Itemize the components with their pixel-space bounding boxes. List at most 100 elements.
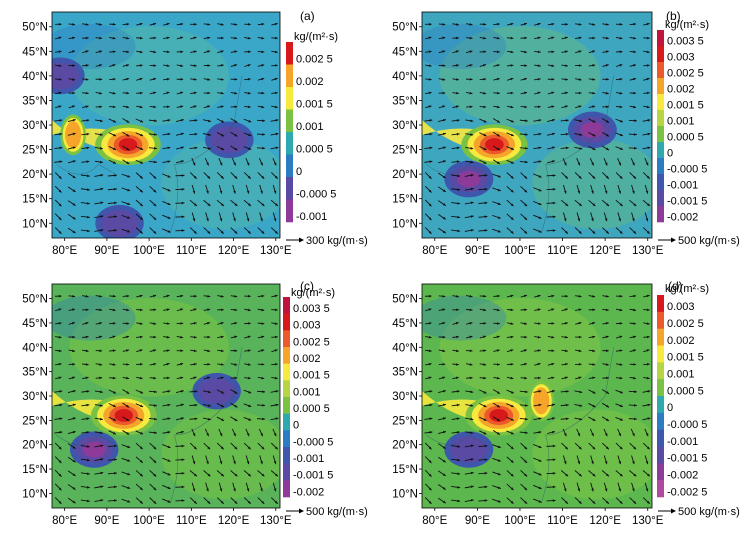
wind-arrow	[615, 497, 623, 505]
wind-arrow	[203, 227, 211, 235]
wind-arrow	[54, 456, 62, 464]
wind-arrow	[190, 105, 197, 109]
wind-arrow	[256, 133, 266, 136]
wind-arrow	[479, 308, 487, 312]
colorbar-swatch	[286, 132, 293, 155]
colorbar-unit: kg/(m²·s)	[294, 31, 338, 43]
wind-arrow	[575, 23, 582, 26]
colorbar-label: 0.000 5	[293, 403, 330, 415]
wind-arrow	[629, 22, 637, 26]
wind-arrow	[546, 499, 556, 502]
wind-arrow	[95, 335, 103, 339]
wind-arrow	[425, 335, 432, 339]
wind-arrow	[425, 36, 432, 40]
wind-arrow	[108, 389, 117, 394]
wind-arrow	[121, 444, 131, 449]
wind-arrow	[506, 294, 514, 298]
wind-arrow	[642, 119, 651, 122]
colorbar-label: -0.000 5	[296, 188, 336, 200]
wind-arrow	[615, 417, 624, 421]
wind-arrow	[576, 428, 581, 437]
wind-arrow	[136, 363, 143, 366]
wind-arrow	[55, 362, 62, 366]
wind-arrow	[136, 105, 143, 109]
wind-arrow	[534, 91, 541, 95]
wind-arrow	[121, 471, 131, 476]
wind-arrow	[107, 458, 117, 461]
wind-arrow	[135, 483, 144, 491]
y-tick-label: 45°N	[392, 46, 418, 58]
colorbar-label: 0.002	[667, 83, 695, 95]
wind-arrow	[452, 50, 459, 54]
wind-arrow	[190, 335, 197, 339]
wind-arrow	[190, 36, 197, 40]
wind-arrow	[216, 118, 225, 123]
wind-arrow	[575, 308, 582, 311]
wind-arrow	[80, 445, 90, 448]
wind-arrow	[533, 228, 542, 233]
wind-arrow	[438, 200, 447, 207]
wind-arrow	[547, 64, 555, 67]
wind-arrow	[109, 322, 116, 325]
wind-arrow	[506, 132, 515, 137]
wind-arrow	[464, 215, 474, 219]
wind-arrow	[506, 403, 515, 408]
wind-arrow	[520, 322, 528, 325]
wind-arrow	[230, 294, 238, 298]
wind-arrow	[603, 482, 608, 492]
wind-arrow	[162, 431, 171, 434]
x-tick-label: 80°E	[422, 515, 447, 527]
wind-arrow	[438, 50, 446, 54]
wind-arrow	[80, 174, 90, 178]
wind-arrow	[68, 335, 76, 339]
y-tick-label: 25°N	[392, 415, 418, 427]
wind-arrow	[629, 308, 637, 312]
wind-arrow	[54, 497, 62, 505]
wind-arrow	[175, 187, 185, 191]
wind-arrow	[628, 146, 637, 150]
wind-arrow	[121, 187, 131, 192]
wind-arrow	[149, 362, 157, 366]
wind-arrow	[94, 160, 103, 164]
wind-arrow	[55, 376, 62, 380]
wind-arrow	[465, 404, 474, 407]
y-tick-label: 40°N	[22, 342, 48, 354]
x-tick-label: 100°E	[133, 245, 165, 257]
colorbar-label: 0.002 5	[667, 67, 704, 79]
wind-arrow	[54, 483, 62, 491]
wind-arrow	[122, 50, 130, 54]
wind-arrow	[561, 36, 568, 40]
map-panel-c: 10°N 15°N 20°N 25°N 30°N 35°N 40°N 45°N 50°N 80°E…	[22, 279, 367, 527]
wind-arrow	[162, 457, 171, 462]
wind-arrow	[424, 417, 433, 421]
wind-arrow	[438, 146, 447, 150]
wind-arrow	[80, 499, 90, 503]
wind-arrow	[644, 428, 649, 437]
wind-arrow	[190, 50, 197, 53]
y-tick-label: 10°N	[22, 488, 48, 500]
wind-arrow	[217, 295, 224, 298]
wind-arrow	[452, 23, 459, 26]
wind-arrow	[256, 390, 266, 394]
wind-arrow	[642, 132, 651, 136]
colorbar-label: -0.001 5	[667, 453, 707, 465]
wind-arrow	[629, 335, 637, 339]
divergence-negative-ring	[198, 378, 236, 405]
wind-arrow	[230, 23, 238, 26]
wind-arrow	[465, 390, 474, 394]
wind-arrow	[520, 442, 528, 450]
wind-arrow	[94, 187, 104, 191]
wind-arrow	[80, 188, 90, 191]
wind-arrow	[629, 470, 637, 477]
x-tick-label: 130°E	[260, 245, 292, 257]
wind-arrow	[202, 417, 211, 421]
wind-arrow	[562, 158, 567, 166]
wind-arrow	[243, 118, 252, 123]
wind-arrow	[55, 105, 62, 109]
colorbar-label: -0.001	[296, 211, 327, 223]
wind-arrow	[257, 294, 265, 298]
wind-arrow	[136, 64, 143, 67]
wind-arrow	[259, 184, 263, 194]
wind-arrow	[506, 363, 514, 366]
colorbar-label: 0.002	[293, 353, 321, 365]
